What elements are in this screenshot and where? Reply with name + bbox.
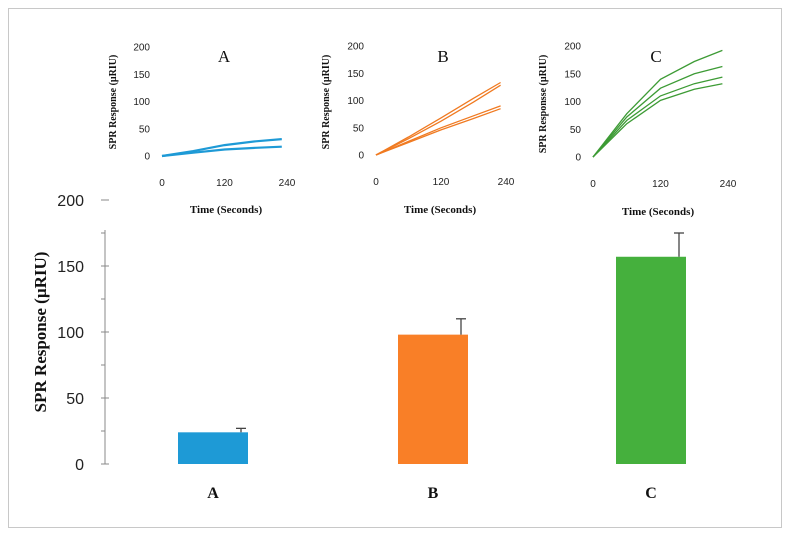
panel-c-xtick-240: 240 xyxy=(720,179,737,190)
panel-b-series-4 xyxy=(375,108,501,156)
panel-b-ylabel: SPR Response (µRIU) xyxy=(321,55,332,150)
panel-a-ytick-0: 0 xyxy=(144,152,150,163)
panel-c-title: C xyxy=(650,47,661,66)
panel-c-series-1 xyxy=(592,49,723,158)
bar-ytick-150: 150 xyxy=(57,259,84,276)
bar-chart: SPR Response (µRIU) 0 50 100 150 200 A B C xyxy=(31,193,686,502)
panel-c-xlabel: Time (Seconds) xyxy=(622,206,695,218)
panel-c-ytick-200: 200 xyxy=(564,42,581,53)
panel-a-xtick-120: 120 xyxy=(216,178,233,189)
panel-b-series-2 xyxy=(375,84,501,156)
panel-c-ylabel: SPR Responsse (µRIU) xyxy=(538,55,549,154)
panel-b-ytick-200: 200 xyxy=(347,42,364,53)
panel-c-ytick-50: 50 xyxy=(570,125,582,136)
panel-a: A SPR Response (µRIU) Time (Seconds) 0 50… xyxy=(108,43,296,217)
panel-b-ytick-100: 100 xyxy=(347,96,364,107)
panel-a-series-2 xyxy=(161,145,282,158)
panel-b-xtick-240: 240 xyxy=(498,177,515,188)
panel-b-xlabel: Time (Seconds) xyxy=(404,204,477,216)
panel-a-ytick-100: 100 xyxy=(133,97,150,108)
panel-b-title: B xyxy=(437,47,448,66)
bar-c xyxy=(616,256,686,464)
bar-a xyxy=(178,432,248,464)
panel-b-ytick-0: 0 xyxy=(358,151,364,162)
panel-c-series-4 xyxy=(592,83,723,158)
panel-a-xtick-0: 0 xyxy=(159,178,165,189)
panel-c-ytick-0: 0 xyxy=(575,153,581,164)
panel-a-ytick-200: 200 xyxy=(133,43,150,54)
bar-ytick-0: 0 xyxy=(75,457,84,474)
panel-b-xtick-120: 120 xyxy=(433,177,450,188)
bar-category-b: B xyxy=(428,485,439,502)
panel-c-xtick-0: 0 xyxy=(590,179,596,190)
panel-a-ylabel: SPR Response (µRIU) xyxy=(108,55,119,150)
panel-b-ytick-150: 150 xyxy=(347,69,364,80)
bar-ylabel: SPR Response (µRIU) xyxy=(31,252,50,413)
panel-c-xtick-120: 120 xyxy=(652,179,669,190)
panel-c-series-3 xyxy=(592,76,723,158)
panel-a-ytick-150: 150 xyxy=(133,70,150,81)
bar-ytick-100: 100 xyxy=(57,325,84,342)
panel-c-ytick-100: 100 xyxy=(564,97,581,108)
bar-b xyxy=(398,334,468,464)
panel-a-title: A xyxy=(218,47,231,66)
panel-a-ytick-50: 50 xyxy=(139,124,151,135)
bar-category-a: A xyxy=(207,485,219,502)
panel-a-xlabel: Time (Seconds) xyxy=(190,204,263,216)
panel-c-series-2 xyxy=(592,65,723,158)
panel-b-series-1 xyxy=(375,81,501,156)
panel-b-ytick-50: 50 xyxy=(353,123,365,134)
panel-b-xtick-0: 0 xyxy=(373,177,379,188)
bar-ytick-50: 50 xyxy=(66,391,84,408)
panel-c-ytick-150: 150 xyxy=(564,69,581,80)
bar-category-c: C xyxy=(645,485,657,502)
panel-a-xtick-240: 240 xyxy=(279,178,296,189)
panel-b: B SPR Response (µRIU) Time (Seconds) 0 50… xyxy=(321,42,515,217)
figure-frame xyxy=(8,8,782,528)
bar-ytick-200: 200 xyxy=(57,193,84,210)
panel-b-series-3 xyxy=(375,105,501,156)
panel-c: C SPR Responsse (µRIU) Time (Seconds) 0 5… xyxy=(538,42,737,219)
